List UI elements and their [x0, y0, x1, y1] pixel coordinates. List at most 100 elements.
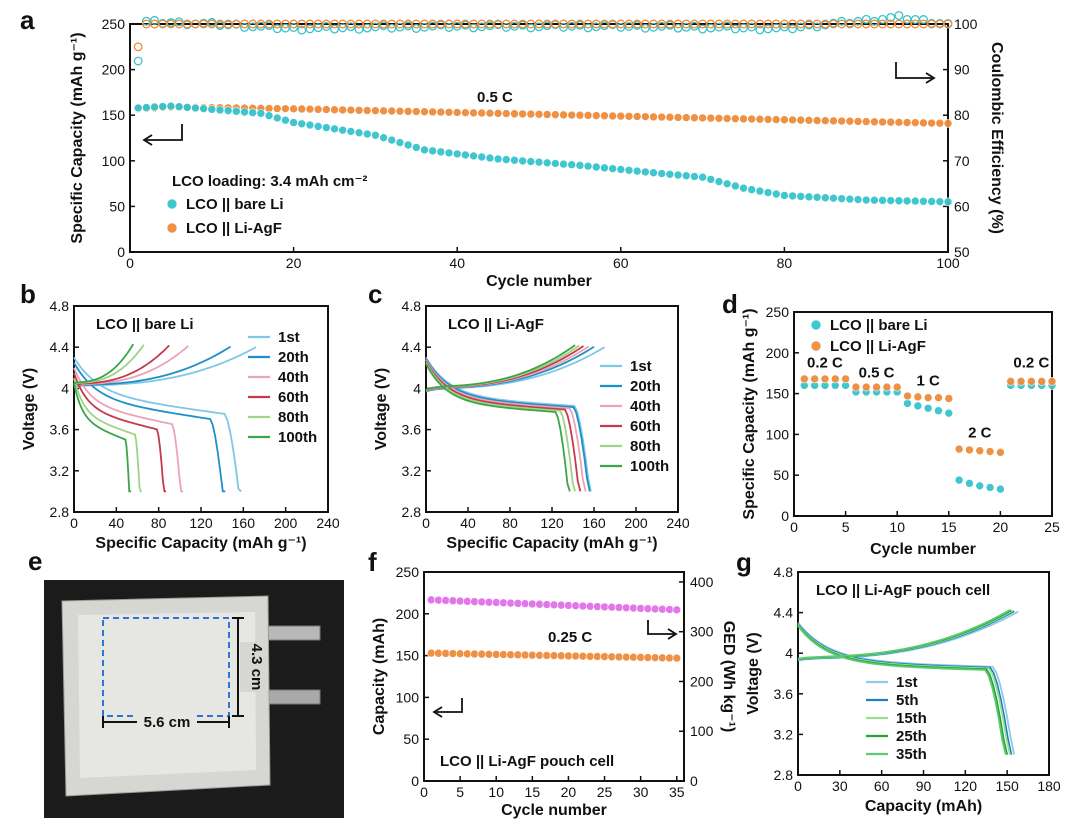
a-capacity-point-bare-li	[575, 161, 585, 170]
b-x-tick-label: 120	[189, 515, 213, 531]
f-capacity-point	[434, 648, 443, 658]
a-capacity-point-li-agf	[534, 109, 544, 119]
b-legend-label: 80th	[278, 409, 309, 426]
a-capacity-point-bare-li	[199, 104, 208, 113]
d-y-axis-label: Specific Capacity (mAh g⁻¹)	[741, 308, 758, 519]
d-point-bare-li	[923, 403, 933, 413]
a-capacity-point-li-agf	[649, 112, 658, 122]
a-capacity-point-bare-li	[812, 192, 822, 202]
g-x-axis-label: Capacity (mAh)	[865, 798, 982, 815]
a-y2-tick-label: 100	[954, 16, 978, 32]
a-capacity-point-li-agf	[739, 114, 748, 124]
f-y2-tick-label: 300	[690, 624, 714, 640]
c-x-tick-label: 200	[624, 515, 648, 531]
c-y-tick-label: 4.8	[402, 298, 422, 314]
a-capacity-point-bare-li	[649, 168, 658, 178]
d-point-li-agf	[965, 445, 974, 455]
d-rate-label: 2 C	[968, 425, 992, 442]
g-legend-label: 15th	[896, 710, 927, 727]
f-ged-point	[636, 604, 645, 613]
a-capacity-point-li-agf	[870, 117, 879, 127]
d-point-li-agf	[1047, 377, 1057, 386]
f-right-axis-arrowhead	[667, 628, 678, 640]
b-x-tick-label: 240	[316, 515, 340, 531]
a-capacity-point-li-agf	[559, 110, 568, 120]
d-point-li-agf	[1016, 377, 1026, 386]
a-capacity-point-bare-li	[747, 185, 756, 194]
a-capacity-point-bare-li	[739, 183, 748, 193]
a-capacity-point-bare-li	[624, 165, 634, 175]
d-point-bare-li	[934, 406, 943, 416]
a-capacity-point-li-agf	[526, 109, 536, 119]
d-x-tick-label: 10	[889, 519, 905, 535]
a-capacity-point-li-agf	[910, 118, 920, 127]
d-rate-label: 0.2 C	[1013, 354, 1049, 371]
a-capacity-point-li-agf	[731, 114, 740, 123]
c-discharge-curve	[425, 363, 571, 492]
f-ged-point	[455, 596, 465, 606]
electrode-area-box	[102, 617, 230, 717]
c-x-tick-label: 240	[666, 515, 690, 531]
f-ged-point	[549, 600, 559, 610]
a-capacity-point-li-agf	[919, 118, 928, 128]
f-ged-point	[484, 597, 494, 607]
f-x-tick-label: 5	[456, 784, 464, 800]
f-x-tick-label: 20	[561, 784, 577, 800]
f-ged-point	[571, 601, 580, 611]
a-ce-point-bare-li	[919, 15, 928, 24]
a-capacity-point-li-agf	[354, 105, 364, 115]
panel-g-chart: 0 30 60 90 120 150 180 2.8 3.2 3.6 4 4.4 4.8 Capacity…	[745, 564, 1061, 815]
a-ce-point-bare-li	[853, 16, 863, 26]
a-capacity-point-bare-li	[510, 155, 519, 165]
f-capacity-point	[564, 651, 573, 661]
d-x-tick-label: 0	[790, 519, 798, 535]
f-x-tick-label: 35	[669, 784, 685, 800]
a-ce-point-bare-li	[289, 23, 299, 32]
f-capacity-point	[506, 650, 515, 660]
f-ged-point	[434, 595, 443, 605]
a-ce-point-bare-li	[755, 25, 765, 35]
a-capacity-point-bare-li	[616, 165, 626, 174]
a-capacity-point-bare-li	[861, 195, 871, 205]
a-capacity-point-bare-li	[780, 191, 789, 200]
b-legend-label: 20th	[278, 349, 309, 366]
pouch-cell-photo: 5.6 cm 4.3 cm	[44, 580, 344, 818]
b-charge-curve	[73, 343, 135, 385]
a-capacity-point-bare-li	[313, 122, 323, 131]
f-capacity-point	[535, 651, 544, 660]
g-x-tick-label: 60	[874, 778, 890, 794]
a-ce-point-bare-li	[894, 11, 904, 20]
a-ce-point-bare-li	[141, 16, 151, 26]
a-capacity-point-li-agf	[379, 106, 388, 116]
panel-label-f: f	[368, 547, 377, 577]
d-y-tick-label: 250	[766, 304, 790, 320]
a-ce-point-bare-li	[616, 22, 626, 32]
a-ce-point-bare-li	[133, 56, 143, 66]
f-ged-point	[491, 598, 501, 607]
a-rate-label: 0.5 C	[477, 89, 513, 106]
d-x-tick-label: 5	[842, 519, 850, 535]
b-y-tick-label: 4.4	[50, 339, 70, 355]
a-capacity-point-bare-li	[804, 192, 814, 202]
a-capacity-point-bare-li	[829, 193, 838, 203]
a-capacity-point-bare-li	[591, 162, 601, 172]
a-capacity-point-bare-li	[452, 149, 462, 159]
a-y2-tick-label: 80	[954, 107, 970, 123]
f-capacity-point	[448, 649, 458, 658]
f-ged-point	[564, 601, 573, 610]
f-capacity-point	[520, 650, 530, 660]
f-capacity-point	[426, 648, 436, 658]
f-plot-frame	[423, 571, 685, 782]
a-capacity-point-bare-li	[420, 145, 429, 155]
a-capacity-point-bare-li	[395, 138, 405, 147]
a-ce-point-bare-li	[354, 24, 364, 34]
g-legend-label: 1st	[896, 674, 918, 691]
c-y-tick-label: 2.8	[402, 504, 422, 520]
f-capacity-point	[629, 652, 638, 662]
a-ce-point-bare-li	[387, 23, 397, 33]
g-y-tick-label: 3.2	[774, 726, 794, 742]
a-capacity-point-bare-li	[215, 105, 225, 115]
a-ce-point-bare-li	[313, 23, 323, 33]
g-legend-label: 25th	[896, 728, 927, 745]
f-ged-point	[672, 605, 682, 615]
